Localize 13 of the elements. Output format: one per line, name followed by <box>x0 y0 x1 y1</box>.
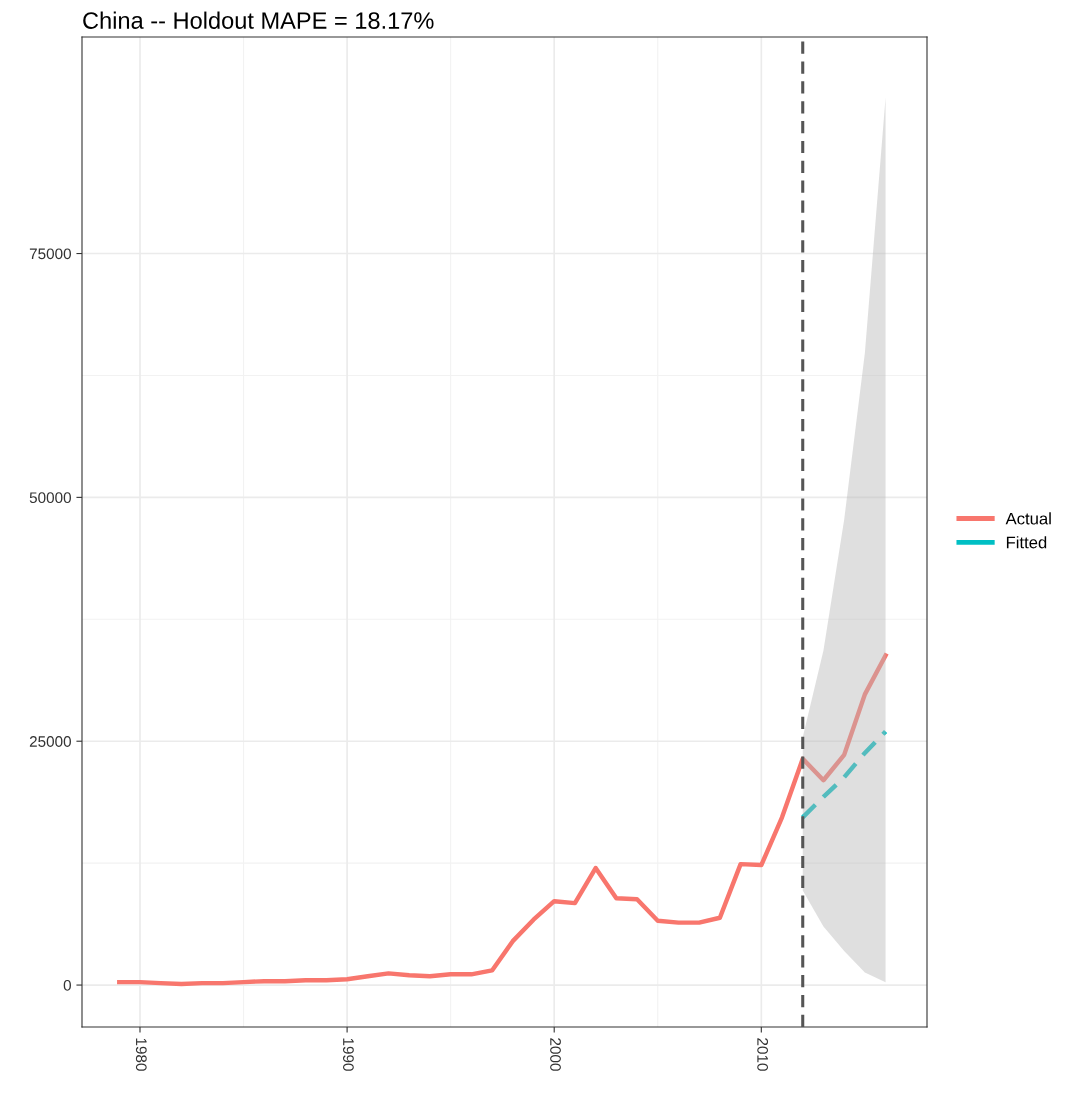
line-series <box>117 653 888 987</box>
y-tick-label: 50000 <box>29 492 71 504</box>
chart-title: China -- Holdout MAPE = 18.17% <box>83 11 434 29</box>
x-tick-label: 2010 <box>757 1038 769 1071</box>
x-tick-label: 1980 <box>135 1038 147 1071</box>
y-tick-label: 0 <box>63 979 71 991</box>
y-tick-label: 75000 <box>29 248 71 260</box>
y-tick-label: 25000 <box>29 736 71 747</box>
legend-label: Fitted <box>1006 536 1047 549</box>
x-tick-label: 1990 <box>343 1038 354 1071</box>
legend-label: Actual <box>1005 512 1051 525</box>
line-series <box>800 729 888 820</box>
x-tick-label: 2000 <box>550 1038 561 1071</box>
